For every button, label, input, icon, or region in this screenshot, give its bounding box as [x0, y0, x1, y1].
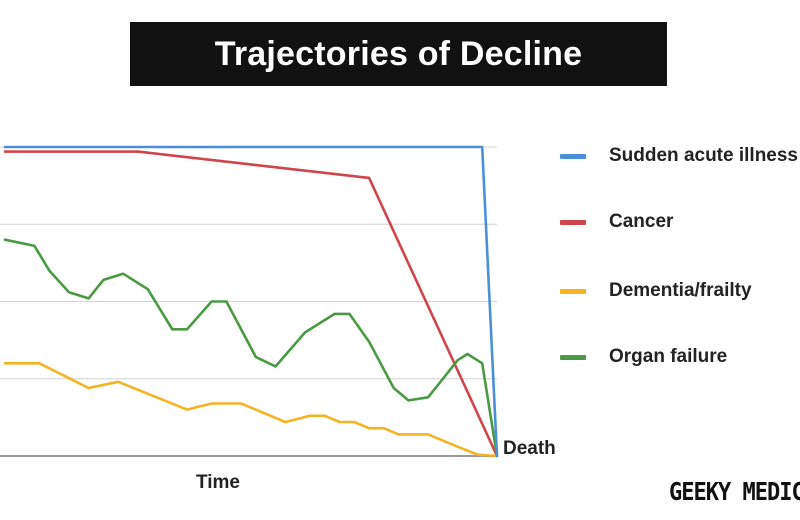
legend-item: Dementia/frailty	[560, 279, 752, 303]
legend-swatch	[560, 354, 586, 360]
series-line-sudden-acute-illness	[3, 145, 499, 458]
legend-swatch	[560, 219, 586, 225]
series-line-dementia-frailty	[3, 361, 499, 458]
legend-item: Organ failure	[560, 345, 727, 369]
legend-label: Sudden acute illness	[609, 145, 798, 166]
legend-label: Organ failure	[609, 346, 728, 367]
legend-item: Sudden acute illness	[560, 144, 798, 168]
title-banner: Trajectories of Decline	[130, 22, 667, 86]
legend-label: Cancer	[609, 211, 674, 232]
chart-legend: Sudden acute illness Cancer Dementia/frail…	[560, 0, 800, 520]
series-line-organ-failure	[3, 238, 499, 458]
brand-logo-text: GEEKY MEDICS	[669, 478, 800, 507]
chart-title: Trajectories of Decline	[214, 34, 583, 73]
legend-swatch	[560, 288, 586, 294]
x-axis-label: Time	[196, 472, 241, 493]
legend-swatch	[560, 153, 586, 159]
death-end-label: Death	[503, 438, 556, 459]
series-line-cancer	[3, 150, 499, 458]
legend-label: Dementia/frailty	[609, 280, 752, 301]
legend-item: Cancer	[560, 210, 673, 234]
